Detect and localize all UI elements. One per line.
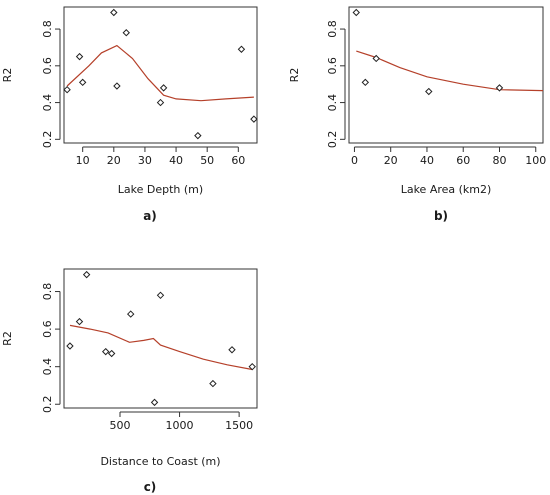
x-tick-label: 10 [76,154,90,167]
x-tick-label: 50 [200,154,214,167]
x-tick-label: 80 [492,154,506,167]
data-point [425,87,433,96]
x-tick-label: 1500 [225,419,253,432]
x-tick-label: 60 [231,154,245,167]
y-tick-label: 0.6 [326,57,339,75]
trend-line [356,50,544,92]
panel-a: 10 20 30 40 50 60 0.2 0.4 0.6 0.8 Lake Depth (m) R2… [1,6,258,223]
y-tick-label: 0.2 [41,131,54,149]
data-point [156,291,165,300]
y-tick-label: 0.6 [41,57,54,75]
data-point [361,78,370,87]
y-tick-label: 0.8 [41,283,54,301]
x-tick-label: 100 [525,154,546,167]
panel-b: 0 20 40 60 80 100 0.2 0.4 0.6 0.8 Lake Area (km2) R… [288,6,546,223]
data-point [75,317,84,326]
y-axis-title: R2 [1,331,14,346]
x-tick-label: 500 [109,419,130,432]
y-tick-label: 0.4 [41,358,54,376]
data-point [110,8,118,17]
data-point [250,115,258,123]
data-point [127,310,135,318]
data-point [113,82,121,90]
x-tick-label: 40 [420,154,434,167]
x-tick-label: 20 [107,154,121,167]
x-axis-title: Lake Depth (m) [118,183,203,196]
panel-label: a) [143,209,157,223]
plot-frame [63,6,258,144]
panel-label: b) [434,209,448,223]
data-point [194,131,202,140]
data-point [352,8,360,17]
x-axis-title: Lake Area (km2) [401,183,492,196]
y-tick-label: 0.2 [326,131,339,149]
y-tick-label: 0.8 [41,20,54,38]
data-point [75,52,84,61]
plot-frame [348,6,544,144]
y-tick-label: 0.8 [326,20,339,38]
data-point [78,78,87,87]
x-tick-label: 30 [138,154,152,167]
y-tick-label: 0.4 [326,94,339,112]
data-point [63,85,71,94]
x-tick-label: 20 [384,154,398,167]
x-tick-label: 60 [456,154,470,167]
data-point [159,84,168,92]
x-tick-label: 40 [169,154,183,167]
panel-label: c) [144,480,157,494]
trend-line [66,44,254,102]
data-point [209,379,217,388]
data-point [237,45,246,53]
data-point [495,84,504,92]
x-axis-title: Distance to Coast (m) [100,455,220,468]
data-point [82,270,91,279]
data-point [122,29,130,37]
y-tick-label: 0.2 [41,395,54,413]
plot-frame [63,268,258,409]
data-point [107,349,116,358]
data-point [228,346,236,354]
panel-c: 500 1000 1500 0.2 0.4 0.6 0.8 Distance to Coast… [1,268,258,494]
data-point [248,362,256,371]
y-axis-title: R2 [288,68,301,83]
x-tick-label: 0 [351,154,358,167]
x-tick-label: 1000 [166,419,194,432]
data-point [101,347,110,356]
data-point [372,54,380,63]
trend-line [69,324,253,371]
y-tick-label: 0.4 [41,94,54,112]
data-point [156,98,165,107]
data-point [66,342,74,350]
y-axis-title: R2 [1,68,14,83]
data-point [150,398,159,407]
y-tick-label: 0.6 [41,320,54,338]
